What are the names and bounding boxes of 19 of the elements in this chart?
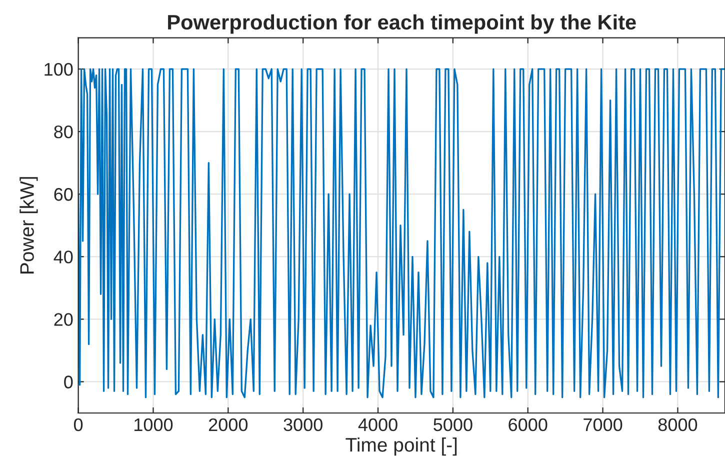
x-tick-label: 6000 [508, 418, 548, 432]
x-tick-label: 3000 [284, 418, 322, 432]
x-tick-label: 0 [74, 418, 83, 432]
x-tick-label: 5000 [434, 418, 472, 432]
y-tick-label: 0 [64, 376, 73, 388]
y-tick-label: 40 [54, 250, 73, 264]
y-tick-label: 20 [54, 313, 73, 326]
y-axis-title: Power [kW] [20, 177, 38, 274]
x-tick-label: 4000 [358, 418, 398, 432]
x-axis-title: Time point [-] [346, 437, 457, 456]
x-tick-label: 1000 [134, 418, 173, 432]
x-tick-label: 8000 [658, 418, 698, 432]
x-tick-label: 2000 [208, 418, 248, 432]
y-tick-label: 80 [54, 126, 73, 138]
y-tick-label: 60 [54, 188, 73, 201]
chart-title: Powerproduction for each timepoint by the Kite [168, 14, 636, 34]
y-tick-label: 100 [44, 62, 73, 76]
line-series [78, 68, 725, 398]
x-tick-label: 7000 [584, 418, 622, 432]
